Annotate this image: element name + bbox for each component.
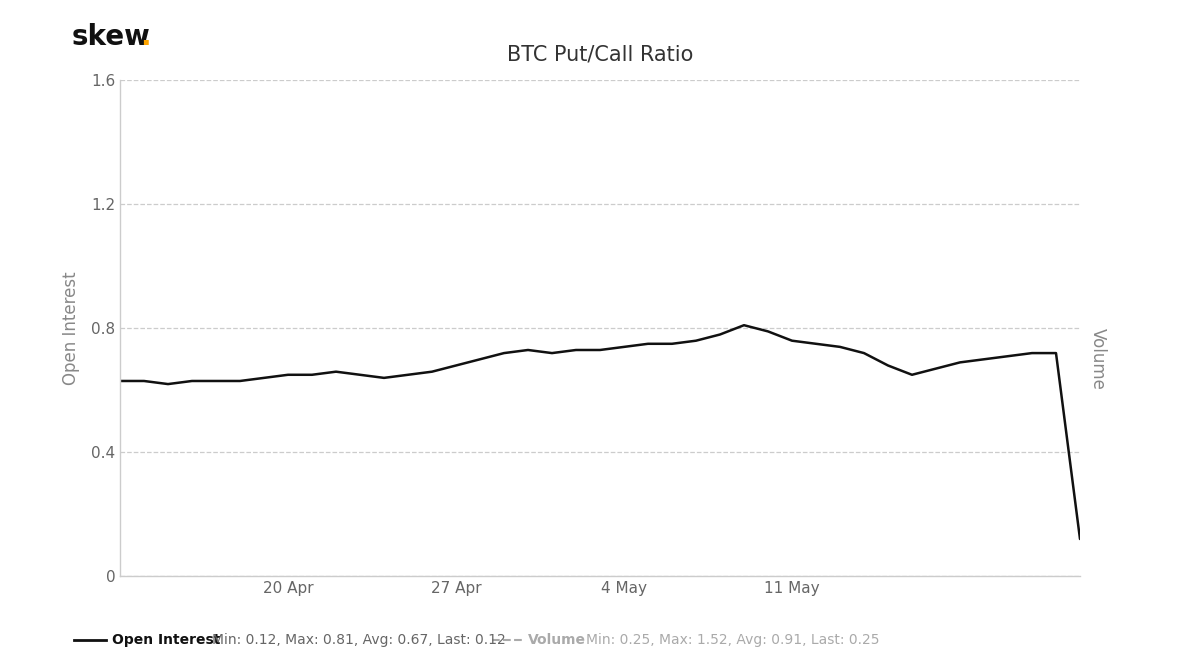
Text: .: . [140,23,151,52]
Y-axis label: Open Interest: Open Interest [61,271,79,385]
Title: BTC Put/Call Ratio: BTC Put/Call Ratio [506,45,694,65]
Text: Open Interest: Open Interest [112,633,220,647]
Text: Volume: Volume [528,633,586,647]
Text: Volume: Volume [1090,328,1108,390]
Text: Min: 0.25, Max: 1.52, Avg: 0.91, Last: 0.25: Min: 0.25, Max: 1.52, Avg: 0.91, Last: 0… [586,633,880,647]
Text: Min: 0.12, Max: 0.81, Avg: 0.67, Last: 0.12: Min: 0.12, Max: 0.81, Avg: 0.67, Last: 0… [212,633,506,647]
Text: skew: skew [72,23,151,52]
